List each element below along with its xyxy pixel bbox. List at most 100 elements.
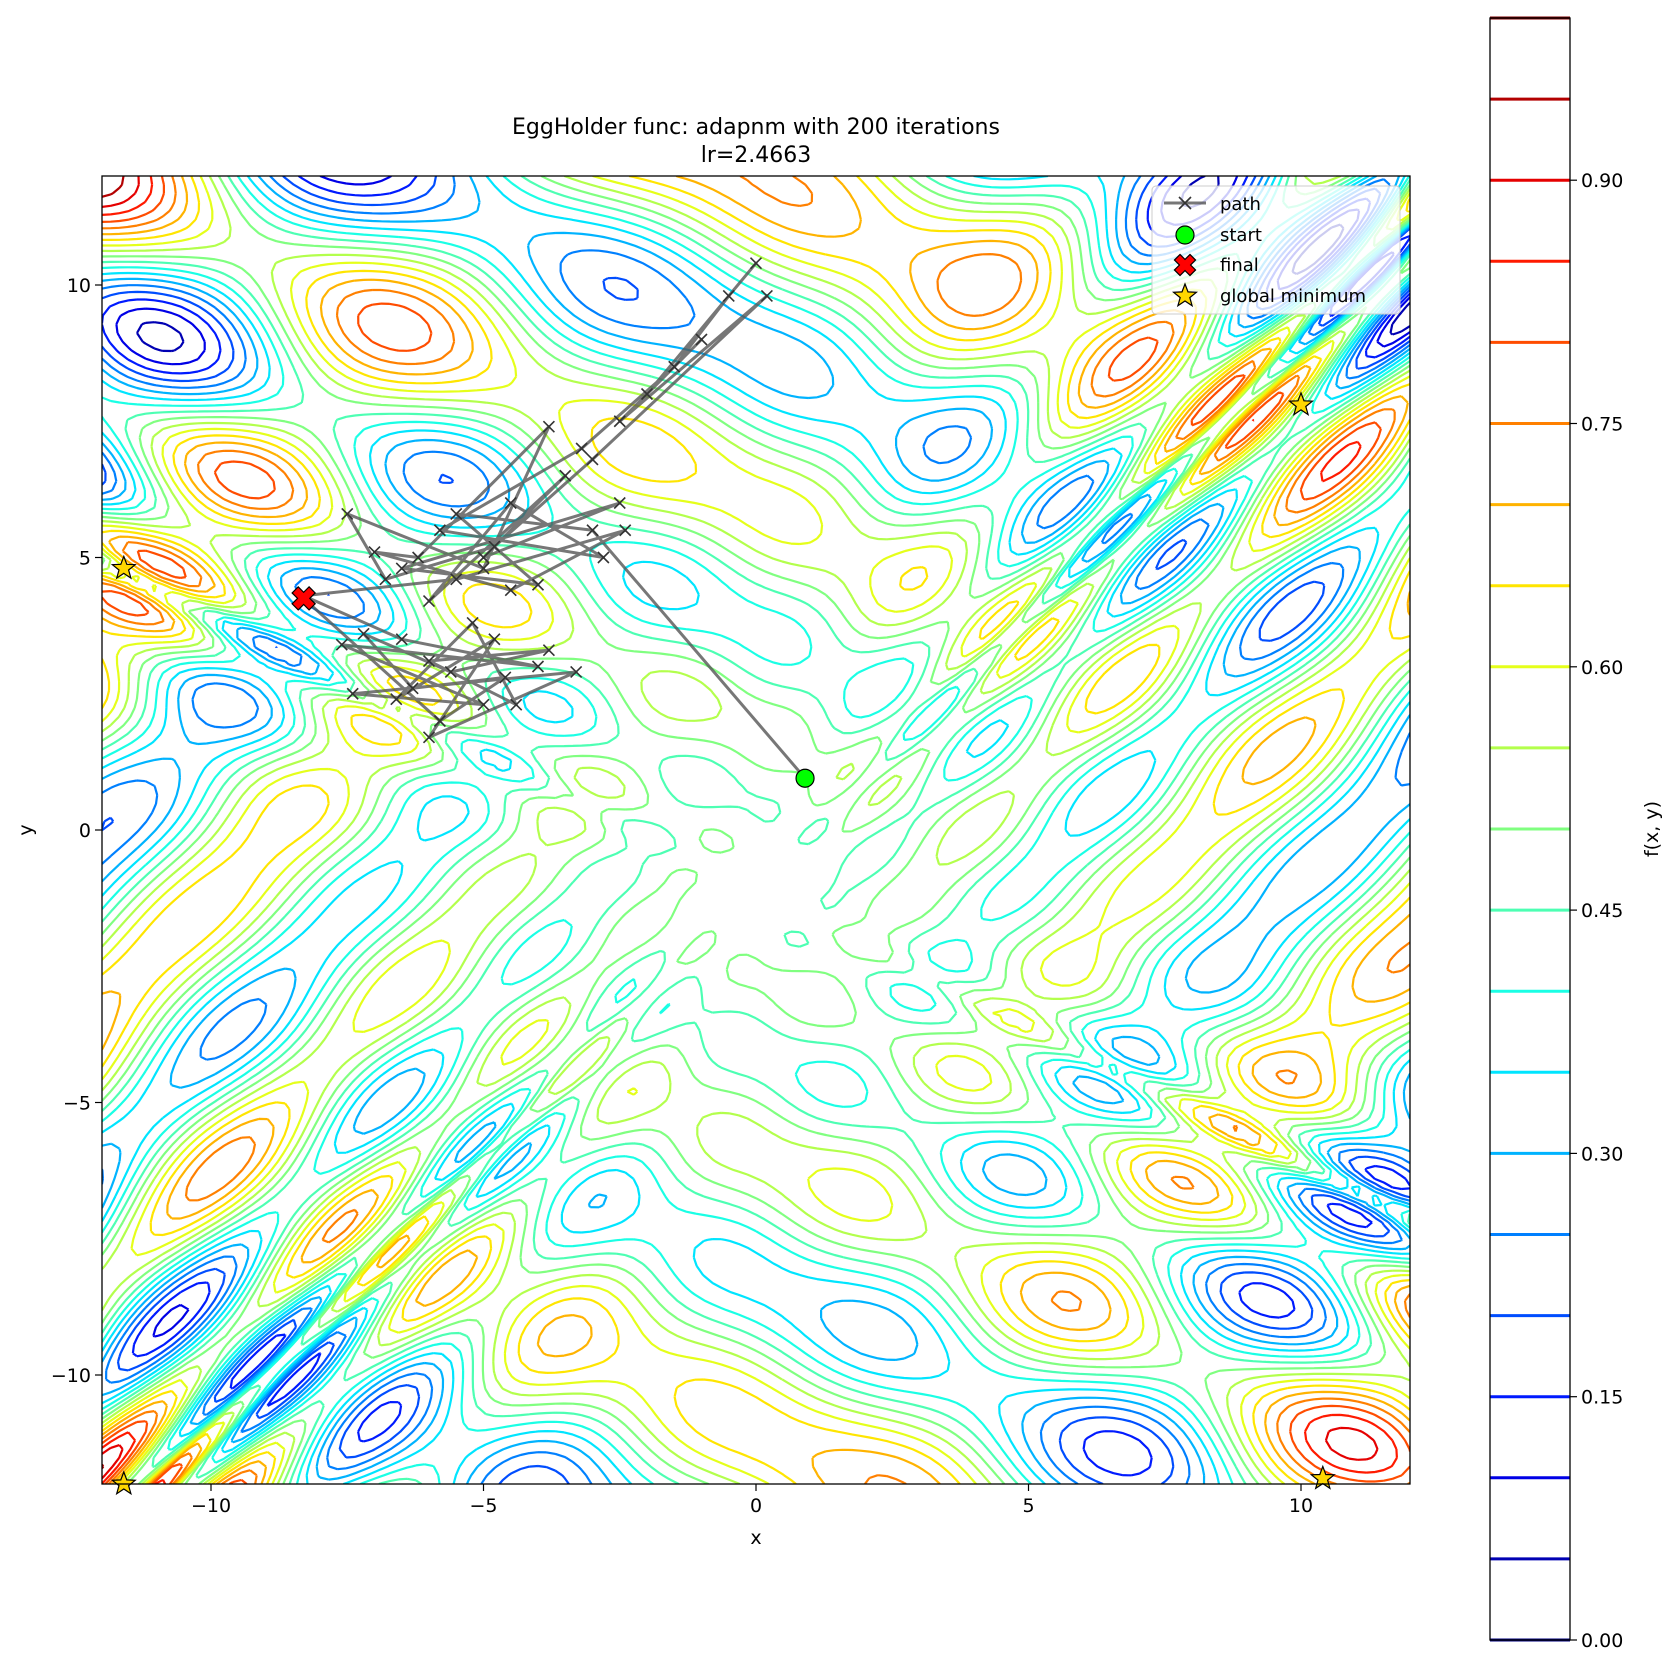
x-axis-ticks: −10 −5 0 5 10 — [191, 1484, 1313, 1517]
y-axis-ticks: −10 −5 0 5 10 — [51, 275, 102, 1387]
path-point-40 — [390, 693, 403, 706]
path-point-33 — [531, 660, 545, 673]
legend-label-start: start — [1220, 225, 1262, 246]
path-point-27 — [368, 545, 381, 559]
x-tick-label: 5 — [1022, 1495, 1034, 1517]
path-point-25 — [542, 420, 555, 433]
contour-level-1 — [115, 176, 1410, 1338]
colorbar-tick-label: 0.90 — [1581, 170, 1623, 192]
start-marker — [795, 768, 815, 788]
path-point-32 — [395, 633, 408, 646]
path-point-9 — [504, 496, 517, 510]
path-point-39 — [488, 633, 501, 646]
y-axis-label: y — [15, 824, 37, 835]
y-tick-label: −10 — [51, 1365, 91, 1387]
colorbar-tick-label: 0.45 — [1581, 900, 1623, 922]
path-point-6 — [477, 551, 490, 564]
x-tick-label: −5 — [469, 1495, 497, 1517]
y-tick-label: 0 — [79, 820, 91, 842]
path-point-46 — [357, 627, 370, 640]
path-point-22 — [379, 573, 392, 586]
path-point-24 — [477, 562, 490, 575]
path-point-35 — [477, 698, 490, 711]
path-point-16 — [640, 387, 654, 401]
global-minimum-star-2 — [1309, 1464, 1336, 1490]
legend-swatch-path-marker — [1178, 196, 1192, 210]
colorbar-tick-label: 0.30 — [1581, 1143, 1623, 1165]
path-point-13 — [668, 360, 681, 373]
path-point-30 — [450, 573, 463, 586]
path-point-42 — [510, 698, 523, 711]
legend-swatch-global-minimum — [1171, 282, 1199, 308]
y-tick-label: 5 — [79, 548, 91, 570]
path-point-1 — [586, 524, 599, 537]
path-point-2 — [450, 507, 463, 520]
x-tick-label: −10 — [191, 1495, 231, 1517]
path-point-47 — [406, 682, 419, 695]
x-axis-label: x — [750, 1527, 761, 1549]
legend: path start final global minimum — [1151, 185, 1401, 315]
contour-level-2 — [102, 176, 1410, 1477]
contour-level-16 — [102, 176, 1398, 1484]
markers — [110, 391, 1336, 1496]
path-point-15 — [749, 257, 763, 270]
contour-level-14 — [102, 176, 1410, 1484]
chart-title: EggHolder func: adapnm with 200 iteratio… — [512, 115, 1000, 140]
path-point-44 — [542, 644, 555, 657]
path-point-10 — [597, 551, 610, 564]
colorbar-label: f(x, y) — [1641, 801, 1663, 857]
path-point-4 — [395, 562, 408, 575]
path-point-45 — [444, 665, 457, 679]
x-tick-label: 10 — [1289, 1495, 1313, 1517]
contour-level-5 — [102, 176, 1410, 1484]
colorbar-tick-label: 0.60 — [1581, 657, 1623, 679]
path-point-28 — [504, 584, 517, 597]
y-tick-label: 10 — [67, 275, 91, 297]
path-point-12 — [575, 442, 588, 455]
path-point-48 — [499, 671, 512, 684]
legend-label-global-minimum: global minimum — [1220, 286, 1366, 307]
path-point-7 — [559, 469, 572, 482]
colorbar-tick-label: 0.15 — [1581, 1387, 1623, 1409]
path-point-23 — [341, 507, 354, 520]
path-point-49 — [433, 714, 446, 728]
legend-box — [1151, 185, 1401, 315]
x-tick-label: 0 — [750, 1495, 762, 1517]
global-minimum-star-0 — [110, 554, 137, 580]
path-point-17 — [695, 333, 708, 346]
colorbar-tick-label: 0.75 — [1581, 414, 1623, 436]
global-minimum-star-1 — [1287, 391, 1315, 416]
path-point-19 — [760, 289, 773, 302]
path-point-36 — [346, 687, 359, 700]
colorbar-frame — [1489, 17, 1571, 1641]
path-point-20 — [586, 453, 599, 466]
final-marker — [291, 585, 317, 611]
legend-label-path: path — [1220, 194, 1261, 215]
y-tick-label: −5 — [63, 1093, 91, 1115]
path-point-29 — [619, 524, 632, 537]
legend-swatch-start — [1175, 225, 1195, 245]
path-point-38 — [422, 731, 436, 744]
contour-level-8 — [102, 176, 1410, 1484]
path-point-14 — [722, 289, 735, 302]
path-point-11 — [433, 524, 446, 537]
contour-level-17 — [102, 176, 1379, 1480]
path-point-21 — [488, 540, 501, 553]
chart-subtitle: lr=2.4663 — [701, 143, 812, 168]
contour-level-6 — [102, 176, 1410, 1484]
path-point-5 — [613, 496, 626, 510]
path-point-41 — [466, 616, 479, 629]
path-point-8 — [422, 595, 436, 608]
path-point-34 — [335, 638, 348, 651]
contour-level-7 — [102, 176, 1410, 1484]
path-point-18 — [613, 415, 626, 428]
contour-level-15 — [102, 176, 1410, 1484]
path-point-43 — [422, 654, 436, 668]
contour-lines — [102, 176, 1410, 1484]
colorbar: 0.00 0.15 0.30 0.45 0.60 0.75 0.90 f(x, y) — [1489, 16, 1663, 1652]
path-point-3 — [531, 578, 545, 591]
contour-level-4 — [102, 176, 1410, 1484]
contour-level-10 — [102, 176, 1410, 1484]
legend-label-final: final — [1220, 255, 1259, 276]
